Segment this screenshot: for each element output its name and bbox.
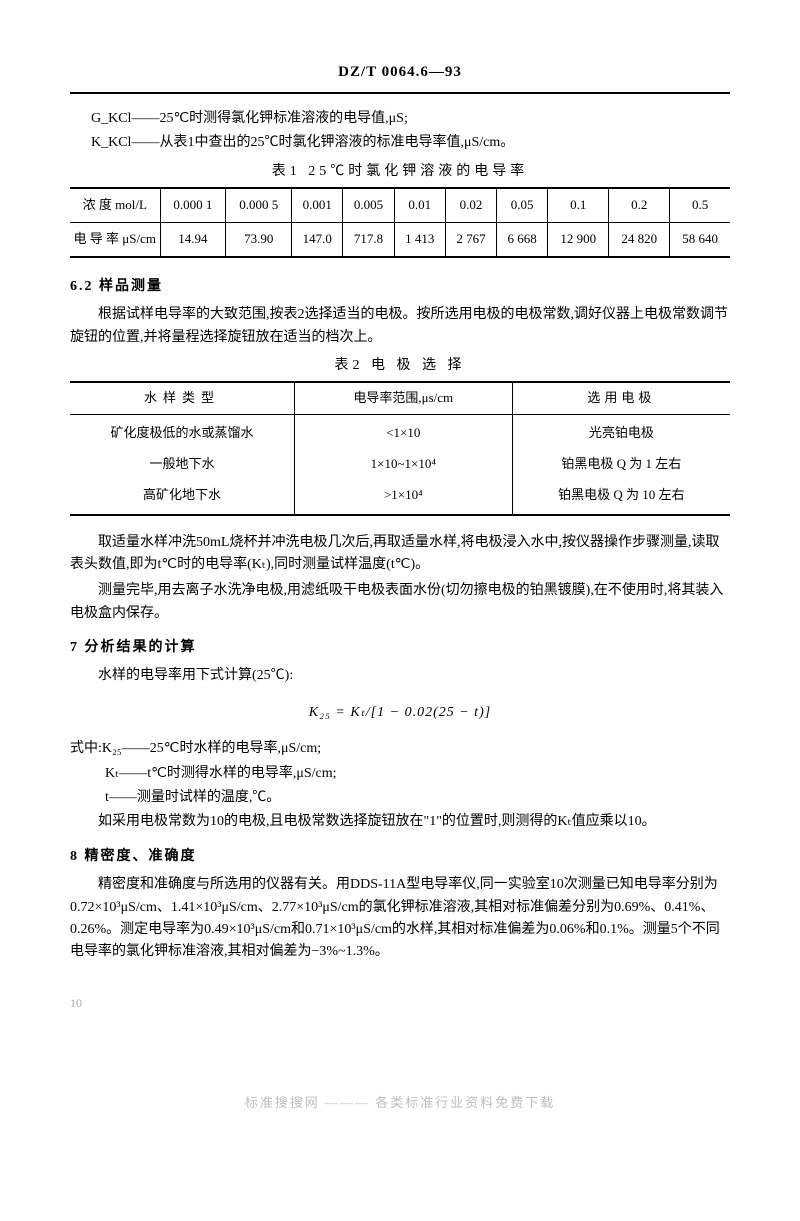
table2: 水样类型 电导率范围,μs/cm 选用电极 矿化度极低的水或蒸馏水 <1×10 …: [70, 381, 730, 515]
t1-v3: 717.8: [343, 222, 394, 256]
footer-watermark: 标准搜搜网 ——— 各类标准行业资料免费下载: [70, 1093, 730, 1114]
t1-c0: 0.000 1: [160, 188, 226, 222]
t1-c2: 0.001: [292, 188, 343, 222]
t1-v1: 73.90: [226, 222, 292, 256]
t1-c6: 0.05: [497, 188, 548, 222]
t2-r0a: 矿化度极低的水或蒸馏水: [70, 415, 294, 449]
doc-code: DZ/T 0064.6—93: [70, 60, 730, 94]
def-gkcl: G_KCl——25℃时测得氯化钾标准溶液的电导值,μS;: [70, 108, 730, 130]
t2-r1c: 铂黑电极 Q 为 1 左右: [512, 449, 730, 480]
t1-c8: 0.2: [609, 188, 670, 222]
t2-r2a: 高矿化地下水: [70, 480, 294, 515]
t1-v5: 2 767: [445, 222, 496, 256]
t2-h2: 电导率范围,μs/cm: [294, 382, 512, 414]
t1-row1-label: 浓 度 mol/L: [70, 188, 160, 222]
t1-row2-label: 电 导 率 μS/cm: [70, 222, 160, 256]
t2-h1: 水样类型: [70, 382, 294, 414]
t1-v7: 12 900: [548, 222, 609, 256]
t1-v4: 1 413: [394, 222, 445, 256]
t2-r2b: >1×10⁴: [294, 480, 512, 515]
t2-r1b: 1×10~1×10⁴: [294, 449, 512, 480]
s7-where: 式中:K₂₅——25℃时水样的电导率,μS/cm; Kₜ——t℃时测得水样的电导…: [70, 738, 730, 809]
t2-r0b: <1×10: [294, 415, 512, 449]
t1-v0: 14.94: [160, 222, 226, 256]
t2-r2c: 铂黑电极 Q 为 10 左右: [512, 480, 730, 515]
t1-v9: 58 640: [670, 222, 730, 256]
t1-c5: 0.02: [445, 188, 496, 222]
s7-formula: K₂₅ = Kₜ/[1 − 0.02(25 − t)]: [70, 702, 730, 724]
page-number: 10: [70, 994, 730, 1013]
s62-p1: 根据试样电导率的大致范围,按表2选择适当的电极。按所选用电极的电极常数,调好仪器…: [70, 304, 730, 349]
t1-v8: 24 820: [609, 222, 670, 256]
t1-v6: 6 668: [497, 222, 548, 256]
t2-h3: 选用电极: [512, 382, 730, 414]
section-6-2-head: 6.2 样品测量: [70, 276, 730, 298]
table1-caption: 表1 25℃时氯化钾溶液的电导率: [70, 161, 730, 183]
s7-p2: 如采用电极常数为10的电极,且电极常数选择旋钮放在"1"的位置时,则测得的Kₜ值…: [70, 811, 730, 833]
t1-c9: 0.5: [670, 188, 730, 222]
s7-where2: t——测量时试样的温度,℃。: [105, 787, 730, 809]
s7-where0: 式中:K₂₅——25℃时水样的电导率,μS/cm;: [70, 738, 730, 760]
s7-where1: Kₜ——t℃时测得水样的电导率,μS/cm;: [105, 763, 730, 785]
after-t2-p1: 取适量水样冲洗50mL烧杯并冲洗电极几次后,再取适量水样,将电极浸入水中,按仪器…: [70, 532, 730, 577]
def-kkcl: K_KCl——从表1中查出的25℃时氯化钾溶液的标准电导率值,μS/cm。: [70, 132, 730, 154]
t1-c3: 0.005: [343, 188, 394, 222]
t1-c1: 0.000 5: [226, 188, 292, 222]
s7-p1: 水样的电导率用下式计算(25℃):: [70, 665, 730, 687]
s8-p1: 精密度和准确度与所选用的仪器有关。用DDS-11A型电导率仪,同一实验室10次测…: [70, 874, 730, 964]
table2-caption: 表2 电 极 选 择: [70, 355, 730, 377]
section-7-head: 7 分析结果的计算: [70, 637, 730, 659]
section-8-head: 8 精密度、准确度: [70, 846, 730, 868]
t2-r1a: 一般地下水: [70, 449, 294, 480]
t2-r0c: 光亮铂电极: [512, 415, 730, 449]
after-t2-p2: 测量完毕,用去离子水洗净电极,用滤纸吸干电极表面水份(切勿擦电极的铂黑镀膜),在…: [70, 580, 730, 625]
table1: 浓 度 mol/L 0.000 1 0.000 5 0.001 0.005 0.…: [70, 187, 730, 258]
t1-v2: 147.0: [292, 222, 343, 256]
definitions-block: G_KCl——25℃时测得氯化钾标准溶液的电导值,μS; K_KCl——从表1中…: [70, 108, 730, 155]
t1-c7: 0.1: [548, 188, 609, 222]
t1-c4: 0.01: [394, 188, 445, 222]
